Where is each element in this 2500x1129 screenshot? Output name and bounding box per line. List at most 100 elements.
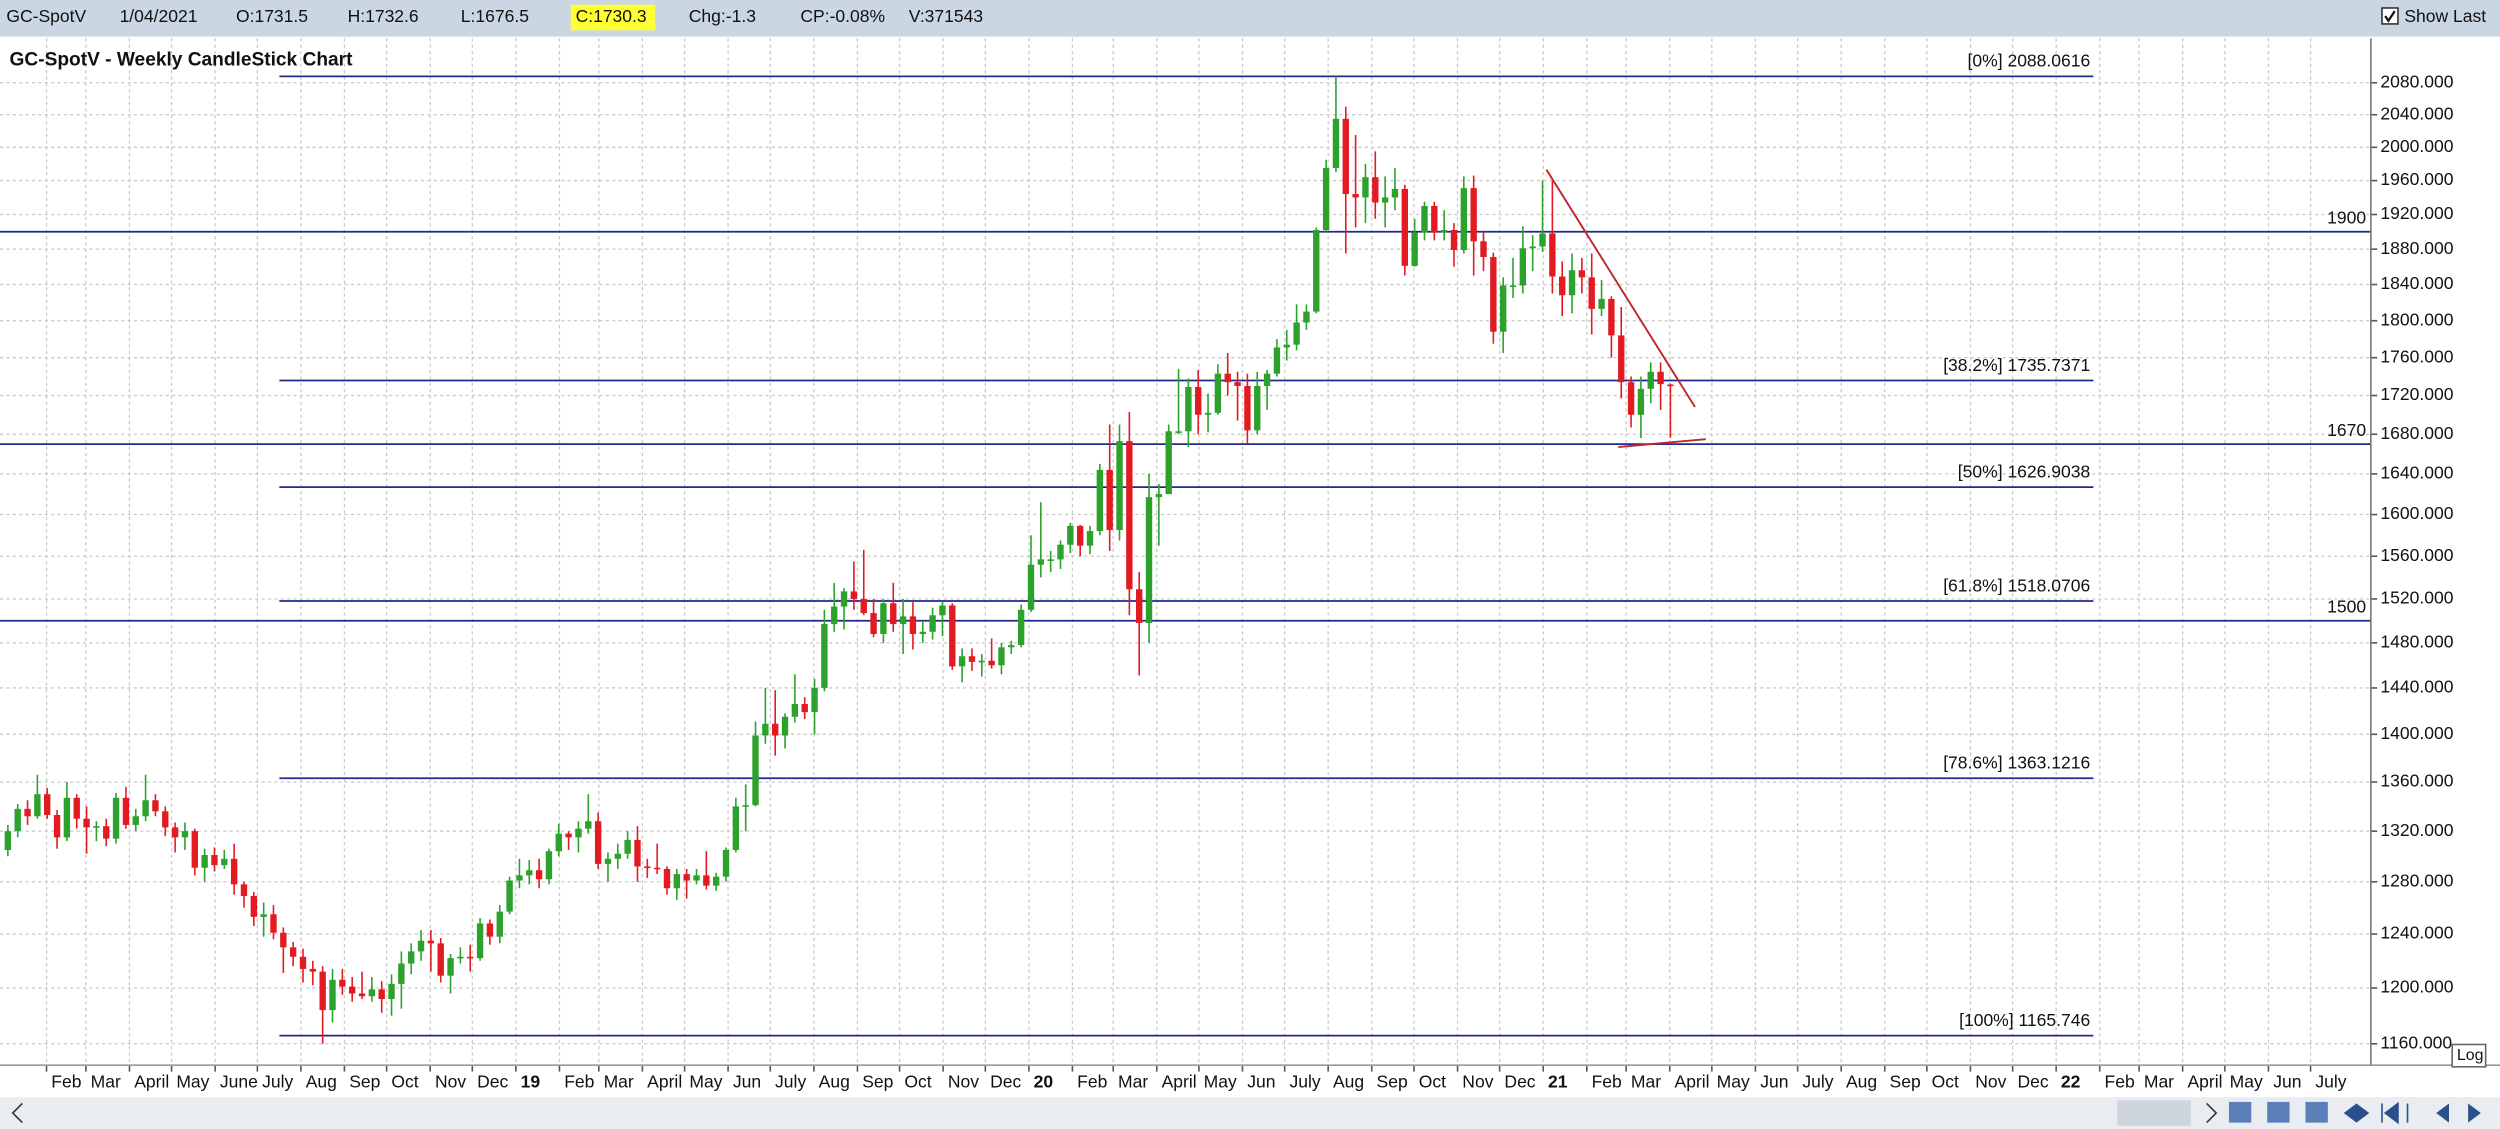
candle-body (1480, 241, 1487, 258)
candle-body (1381, 197, 1389, 203)
scroll-right[interactable] (2206, 1102, 2218, 1124)
candle-body (791, 704, 799, 717)
next-button[interactable] (2468, 1103, 2481, 1123)
candle-body (998, 647, 1005, 666)
scroll-thumb[interactable] (2117, 1100, 2191, 1126)
x-tick-label: April (2187, 1071, 2222, 1091)
x-tick-label: Jun (733, 1071, 761, 1091)
candle-body (103, 826, 110, 839)
candle-body (1214, 373, 1222, 413)
candle-body (1667, 384, 1674, 387)
candle-body (526, 870, 533, 876)
candle-body (1362, 177, 1369, 198)
x-tick-label: Aug (1333, 1071, 1364, 1091)
x-tick-label: July (262, 1071, 293, 1091)
candle-body (467, 956, 474, 959)
y-tick-label: 1720.000 (2380, 384, 2453, 404)
candle-body (1283, 344, 1290, 348)
candle-body (575, 828, 582, 838)
y-tick-label: 2000.000 (2380, 136, 2453, 156)
end-button[interactable] (2381, 1101, 2409, 1125)
y-tick-label: 1400.000 (2380, 723, 2453, 743)
candle-body (289, 947, 297, 957)
candle-body (703, 875, 710, 886)
candle-body (1086, 531, 1094, 546)
x-tick-label: Oct (904, 1071, 931, 1091)
x-tick-label: Sep (349, 1071, 380, 1091)
candle-body (132, 816, 139, 825)
scroll-left[interactable] (11, 1102, 23, 1124)
show-last-label[interactable]: Show Last (2404, 6, 2486, 26)
candle-body (1224, 373, 1231, 383)
candle-body (250, 895, 257, 917)
date: 1/04/2021 (120, 6, 198, 26)
x-tick-label: June (220, 1071, 258, 1091)
candle-body (1391, 188, 1399, 198)
candle-body (457, 956, 464, 959)
zoom-out-button[interactable] (2267, 1101, 2290, 1123)
candles (4, 76, 1674, 1044)
candle-body (44, 794, 51, 816)
candle-body (1568, 270, 1576, 296)
candle-body (752, 735, 759, 806)
high: H:1732.6 (348, 6, 419, 26)
candle-body (408, 951, 415, 964)
candle-body (1027, 564, 1035, 610)
candle-body (614, 853, 621, 859)
candle-body (712, 876, 720, 886)
candle-body (1322, 168, 1330, 230)
candle-body (319, 971, 326, 1011)
candle-body (899, 616, 907, 625)
y-tick-label: 1680.000 (2380, 423, 2453, 443)
candle-body (644, 866, 651, 869)
fibonacci-label: [61.8%] 1518.0706 (1943, 575, 2090, 595)
x-tick-label: April (1675, 1071, 1710, 1091)
candle-body (1509, 285, 1517, 288)
x-tick-label: Feb (1077, 1071, 1107, 1091)
candle-body (762, 723, 769, 736)
candle-body (585, 821, 592, 829)
candle-body (811, 687, 818, 713)
candle-body (1332, 118, 1340, 169)
candle-body (1618, 335, 1625, 383)
candle-body (1067, 525, 1074, 545)
y-tick-label: 2040.000 (2380, 103, 2453, 123)
scrollbar[interactable] (0, 1097, 2500, 1129)
log-label[interactable]: Log (2457, 1047, 2484, 1064)
zoom-in-button[interactable] (2228, 1101, 2252, 1123)
candle-body (693, 875, 700, 881)
candle-body (358, 993, 366, 997)
change: Chg:-1.3 (689, 6, 756, 26)
x-tick-label: Nov (435, 1071, 466, 1091)
x-tick-label: Feb (51, 1071, 81, 1091)
candle-body (781, 716, 789, 736)
x-tick-label: April (134, 1071, 169, 1091)
x-tick-label: Oct (391, 1071, 418, 1091)
candle-body (1204, 412, 1212, 415)
log-toggle[interactable] (2451, 1043, 2487, 1068)
candle-body (280, 932, 287, 948)
candle-body (34, 794, 41, 817)
candle-body (555, 833, 562, 852)
x-tick-label: Sep (862, 1071, 893, 1091)
candle-body (4, 831, 12, 850)
y-tick-label: 1480.000 (2380, 631, 2453, 651)
candle-body (516, 875, 523, 881)
candle-body (1411, 232, 1418, 266)
candle-body (1421, 205, 1428, 233)
x-tick-label: Nov (1462, 1071, 1493, 1091)
y-tick-label: 1520.000 (2380, 588, 2453, 608)
candle-body (594, 821, 602, 864)
y-tick-label: 1360.000 (2380, 771, 2453, 791)
prev-button[interactable] (2436, 1103, 2449, 1123)
zoom-reset-button[interactable] (2305, 1101, 2328, 1123)
candle-body (1519, 248, 1527, 286)
candle-body (309, 968, 317, 972)
x-tick-label: Jun (1760, 1071, 1788, 1091)
candle-body (1608, 298, 1615, 336)
candle-body (1490, 257, 1497, 332)
y-tick-label: 1160.000 (2380, 1032, 2452, 1052)
show-last-checkbox[interactable] (2381, 7, 2399, 25)
candle-body (1627, 382, 1635, 415)
